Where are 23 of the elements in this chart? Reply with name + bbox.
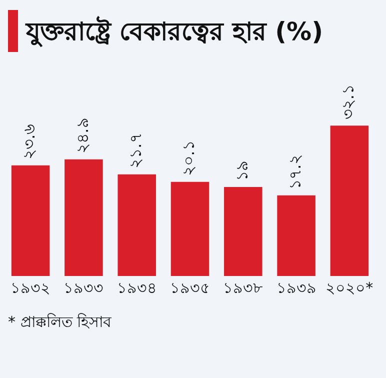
bar xyxy=(11,165,50,276)
x-tick-label: ১৯৩৯ xyxy=(276,278,316,297)
bar xyxy=(118,174,156,276)
bar xyxy=(277,195,316,276)
x-tick-label: ১৯৩৩ xyxy=(64,278,104,297)
data-label: ২১.৭ xyxy=(126,133,146,168)
x-tick-label: ২০২০* xyxy=(326,278,374,297)
x-tick-label: ১৯৩২ xyxy=(10,278,51,297)
text: * প্রাক্কলিত হিসাব xyxy=(8,312,112,333)
bar xyxy=(224,186,262,276)
bar xyxy=(330,126,369,276)
data-label: ২৪.৯ xyxy=(72,118,92,154)
x-tick-label: ১৯৩৮ xyxy=(223,278,264,297)
x-tick-label: ১৯৩৫ xyxy=(170,278,210,297)
bar xyxy=(170,182,210,276)
data-label: ২৩.৬ xyxy=(20,124,39,160)
chart-title: যুক্তরাষ্ট্রে বেকারত্বের হার (%) xyxy=(26,15,324,49)
bar xyxy=(64,159,103,276)
x-tick-label: ১৯৩৪ xyxy=(116,278,157,297)
data-label: ১৯ xyxy=(232,160,252,181)
data-label: ৩২.১ xyxy=(338,84,358,120)
data-label: ২০.১ xyxy=(179,140,198,176)
data-label: ১৭.২ xyxy=(285,154,304,190)
